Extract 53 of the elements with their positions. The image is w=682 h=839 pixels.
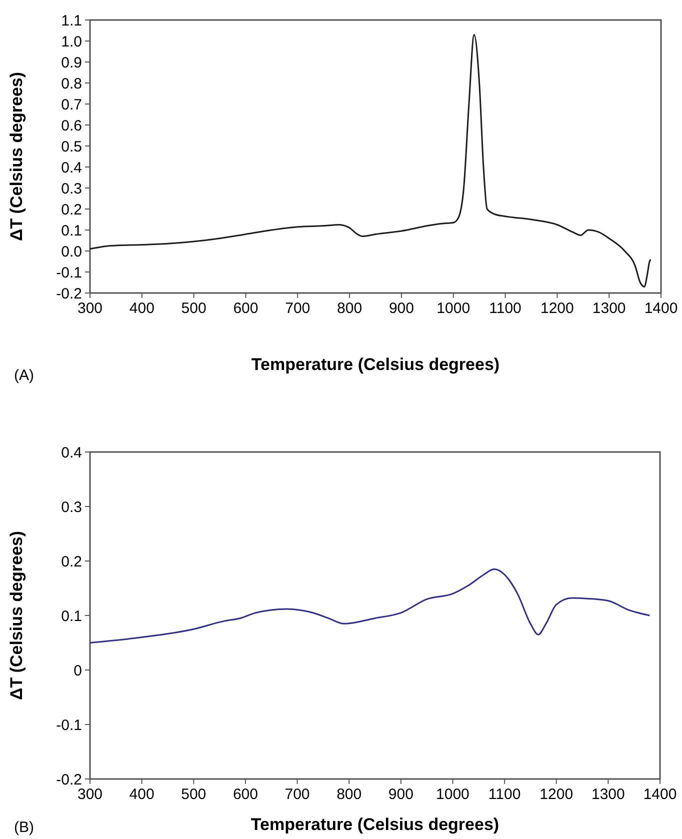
y-tick-label: 0.7 xyxy=(61,96,82,114)
x-tick-label: 800 xyxy=(336,786,362,803)
y-tick-label: 0.1 xyxy=(61,608,82,625)
y-tick-label: 0.3 xyxy=(61,498,82,516)
x-tick-label: 1000 xyxy=(436,786,470,803)
y-tick-label: 0.8 xyxy=(61,75,82,92)
y-tick-label: 1.1 xyxy=(61,12,82,30)
x-tick-label: 500 xyxy=(181,786,206,803)
y-tick-label: 0.4 xyxy=(61,444,82,462)
x-tick-label: 1400 xyxy=(643,786,677,803)
x-tick-label: 1200 xyxy=(540,300,574,317)
x-tick-label: 600 xyxy=(233,300,258,317)
x-tick-label: 1300 xyxy=(591,786,625,803)
x-tick-label: 500 xyxy=(181,300,206,317)
y-tick-label: 1.0 xyxy=(61,33,82,50)
x-tick-label: 800 xyxy=(337,300,362,317)
y-tick-label: -0.1 xyxy=(56,264,82,282)
y-tick-label: -0.1 xyxy=(56,716,82,734)
x-tick-label: 900 xyxy=(388,300,414,317)
y-tick-label: 0.6 xyxy=(61,117,82,134)
y-tick-label: 0.9 xyxy=(61,54,82,72)
line-series xyxy=(89,568,650,644)
y-tick-label: 0.2 xyxy=(61,553,82,570)
y-tick-label: 0.1 xyxy=(61,222,82,240)
y-axis-title: ΔT (Celsius degrees) xyxy=(7,530,26,700)
text: (A) xyxy=(14,367,34,384)
x-tick-label: 900 xyxy=(388,786,414,803)
x-tick-label: 1200 xyxy=(540,786,574,803)
x-tick-label: 400 xyxy=(129,300,154,317)
y-tick-label: 0.5 xyxy=(61,138,82,156)
x-tick-label: 1100 xyxy=(488,786,521,803)
x-tick-label: 300 xyxy=(77,300,103,317)
x-tick-label: 600 xyxy=(232,786,258,803)
y-tick-label: -0.2 xyxy=(56,771,82,788)
x-tick-label: 300 xyxy=(77,786,103,803)
x-tick-label: 1000 xyxy=(436,300,470,317)
y-tick-label: 0.2 xyxy=(61,201,82,218)
text: (B) xyxy=(14,819,34,836)
x-tick-label: 700 xyxy=(284,786,310,803)
x-tick-label: 1100 xyxy=(489,300,522,317)
y-tick-label: 0 xyxy=(74,662,82,680)
y-tick-label: 0.4 xyxy=(61,159,82,176)
x-tick-label: 1400 xyxy=(644,300,678,317)
line-series xyxy=(89,34,652,288)
x-tick-label: 400 xyxy=(129,786,154,803)
x-tick-label: 1300 xyxy=(592,300,626,317)
x-axis-title: Temperature (Celsius degrees) xyxy=(251,355,500,374)
y-tick-label: 0.3 xyxy=(61,180,82,198)
x-tick-label: 700 xyxy=(285,300,310,317)
x-axis-title: Temperature (Celsius degrees) xyxy=(250,815,500,834)
y-tick-label: -0.2 xyxy=(56,285,82,302)
y-tick-label: 0.0 xyxy=(61,243,82,260)
y-axis-title: ΔT (Celsius degrees) xyxy=(7,72,26,242)
